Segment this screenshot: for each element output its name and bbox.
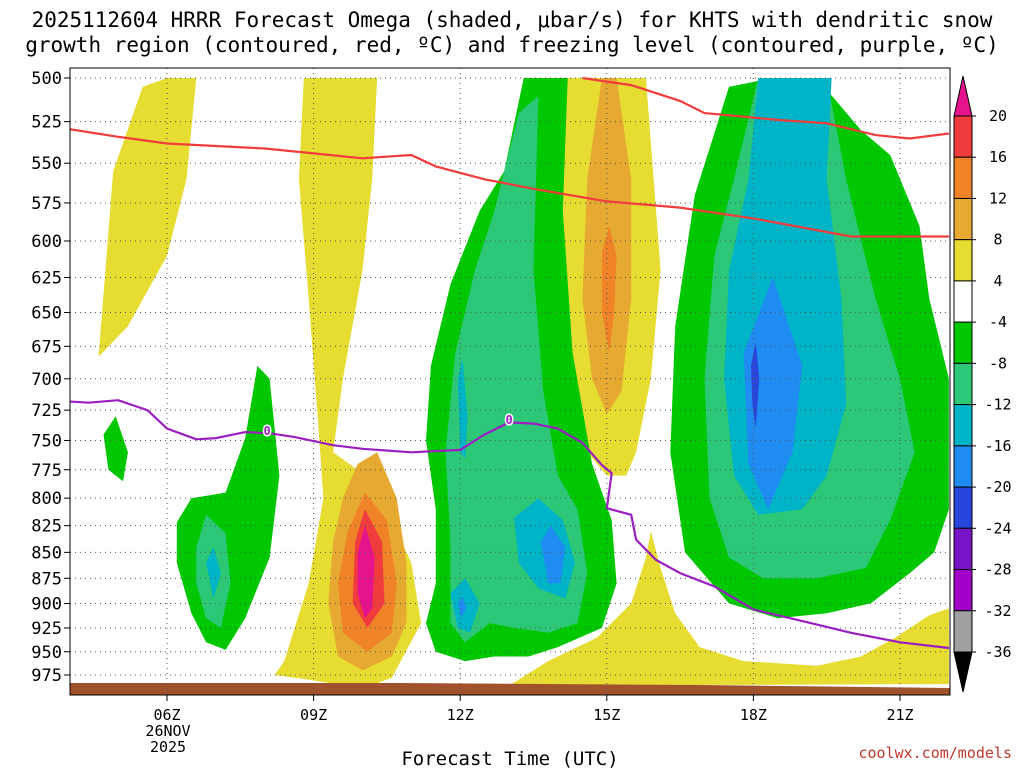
pressure-tick-label-850: 850 xyxy=(31,543,62,563)
colorbar-bin-0 xyxy=(953,115,973,158)
colorbar-bin-9 xyxy=(953,486,973,529)
pressure-axis: 500 525 550 575 600 625 650 675 700 725 750 775 800 8… xyxy=(31,69,70,686)
colorbar-bin-3 xyxy=(953,239,973,282)
omega-shading-layer xyxy=(98,78,949,691)
freezing-level-label-1: 0 xyxy=(505,413,512,427)
omega-region-24 xyxy=(743,277,803,510)
colorbar-label-3: 8 xyxy=(993,231,1002,249)
freezing-level-contour xyxy=(70,399,950,650)
colorbar-label-5: -4 xyxy=(989,313,1007,331)
colorbar-label-1: 16 xyxy=(989,148,1007,166)
pressure-tick-label-825: 825 xyxy=(31,517,62,537)
colorbar-label-11: -28 xyxy=(984,561,1011,579)
pressure-tick-label-950: 950 xyxy=(31,643,62,663)
plot-area: 00 xyxy=(69,67,951,696)
colorbar-bin-2 xyxy=(953,197,973,241)
pressure-tick-label-700: 700 xyxy=(31,370,62,390)
dgz-contour-0 xyxy=(70,128,949,238)
omega-region-18 xyxy=(457,596,467,619)
date-label-year: 2025 xyxy=(150,738,186,756)
omega-region-13 xyxy=(206,547,221,599)
pressure-tick-label-625: 625 xyxy=(31,268,62,288)
omega-region-9 xyxy=(357,525,375,619)
x-axis-label: Forecast Time (UTC) xyxy=(401,748,618,768)
omega-colorbar: 20 16 12 8 4 -4 -8 -12 -16 -20 -24 -28 -32 -36 xyxy=(953,75,1012,693)
omega-region-5 xyxy=(601,226,617,353)
colorbar-label-4: 4 xyxy=(993,272,1002,290)
colorbar-label-0: 20 xyxy=(989,107,1007,125)
pressure-tick-label-675: 675 xyxy=(31,337,62,357)
colorbar-bin-4 xyxy=(953,280,973,323)
colorbar-label-6: -8 xyxy=(989,354,1007,372)
time-tick-label-09Z: 09Z xyxy=(300,706,327,724)
pressure-tick-label-900: 900 xyxy=(31,594,62,614)
colorbar-label-7: -12 xyxy=(984,396,1011,414)
colorbar-bottom-arrow xyxy=(953,651,973,693)
pressure-tick-label-575: 575 xyxy=(31,194,62,214)
omega-region-15 xyxy=(445,95,588,643)
grid-lines xyxy=(70,68,950,695)
colorbar-bin-1 xyxy=(953,156,973,199)
colorbar-bin-8 xyxy=(953,445,973,488)
time-axis: 06Z 09Z 12Z 15Z 18Z 21Z xyxy=(153,695,914,724)
time-tick-label-15Z: 15Z xyxy=(593,706,620,724)
credit-text: coolwx.com/models xyxy=(858,744,1012,762)
colorbar-label-8: -16 xyxy=(984,437,1011,455)
time-tick-label-18Z: 18Z xyxy=(740,706,767,724)
time-tick-label-21Z: 21Z xyxy=(886,706,913,724)
omega-region-3 xyxy=(504,531,949,691)
dgz-contour-1 xyxy=(582,76,950,140)
ground-strip xyxy=(70,683,950,695)
time-tick-label-12Z: 12Z xyxy=(447,706,474,724)
colorbar-bin-6 xyxy=(953,362,973,406)
chart-title-line-2: growth region (contoured, red, ºC) and f… xyxy=(25,33,999,57)
pressure-tick-label-600: 600 xyxy=(31,232,62,252)
colorbar-label-13: -36 xyxy=(984,643,1011,661)
colorbar-bin-7 xyxy=(953,404,973,447)
pressure-tick-label-775: 775 xyxy=(31,461,62,481)
ground-layer xyxy=(70,683,950,695)
colorbar-bin-12 xyxy=(953,610,973,653)
colorbar-bin-10 xyxy=(953,527,973,571)
chart-title-line-1: 2025112604 HRRR Forecast Omega (shaded, … xyxy=(32,8,993,32)
omega-region-0 xyxy=(98,78,197,357)
contour-lines: 00 xyxy=(70,76,950,650)
pressure-tick-label-800: 800 xyxy=(31,489,62,509)
colorbar-label-9: -20 xyxy=(984,478,1011,496)
colorbar-label-10: -24 xyxy=(984,519,1011,537)
pressure-tick-label-875: 875 xyxy=(31,569,62,589)
pressure-tick-label-925: 925 xyxy=(31,619,62,639)
freezing-level-label-0: 0 xyxy=(264,424,271,438)
date-label-day: 26NOV xyxy=(145,722,190,740)
pressure-tick-label-725: 725 xyxy=(31,401,62,421)
colorbar-label-12: -32 xyxy=(984,602,1011,620)
pressure-tick-label-650: 650 xyxy=(31,304,62,324)
pressure-tick-label-525: 525 xyxy=(31,113,62,133)
plot-frame xyxy=(69,67,951,696)
pressure-tick-label-750: 750 xyxy=(31,431,62,451)
omega-region-10 xyxy=(103,416,128,482)
pressure-tick-label-550: 550 xyxy=(31,154,62,174)
pressure-tick-label-975: 975 xyxy=(31,666,62,686)
colorbar-bin-5 xyxy=(953,321,973,364)
colorbar-bin-11 xyxy=(953,569,973,612)
pressure-tick-label-500: 500 xyxy=(31,69,62,89)
time-tick-label-06Z: 06Z xyxy=(153,706,180,724)
colorbar-label-2: 12 xyxy=(989,189,1007,207)
omega-region-20 xyxy=(540,525,566,584)
